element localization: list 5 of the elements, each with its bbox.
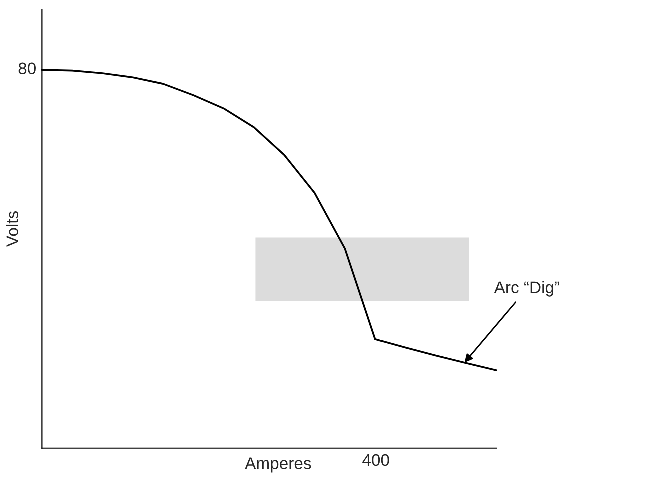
- text: 400: [362, 454, 390, 466]
- x-axis-title: Amperes: [245, 458, 312, 473]
- y-axis-title: Volts: [6, 211, 18, 247]
- text: 80: [18, 62, 36, 75]
- annotation: Arc “Dig”: [494, 281, 560, 297]
